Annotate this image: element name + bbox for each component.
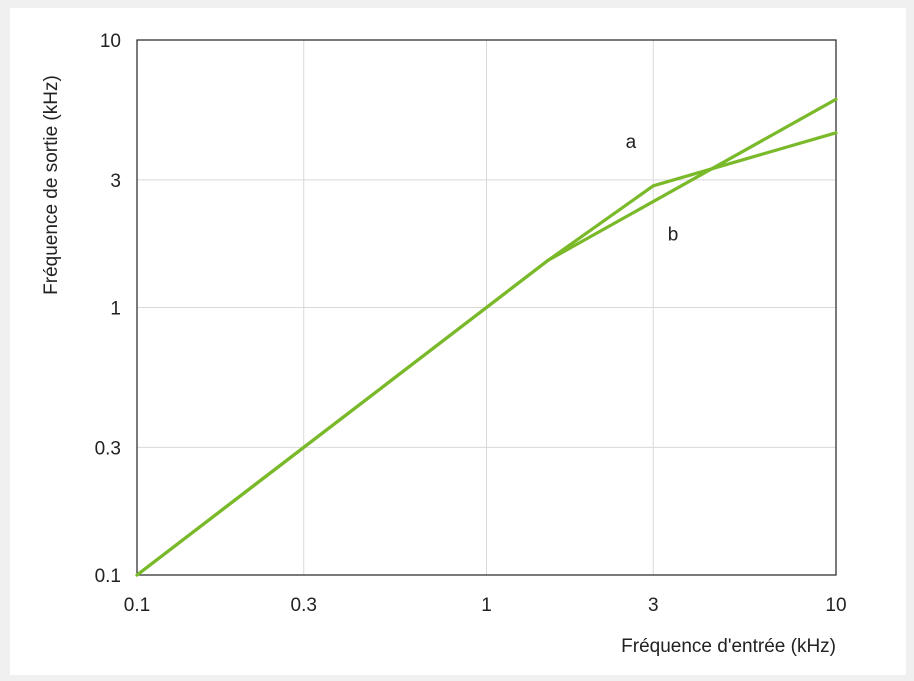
annotation-a: a (626, 132, 637, 153)
y-tick-label: 0.1 (95, 566, 121, 587)
plot-area (136, 39, 837, 576)
annotations: ab (626, 132, 679, 246)
y-axis-ticks: 0.1 0.3 1 3 10 (95, 31, 121, 587)
annotation-b: b (668, 225, 679, 246)
x-tick-label: 10 (825, 595, 846, 616)
y-axis-label: Fréquence de sortie (kHz) (41, 75, 62, 295)
x-tick-label: 0.3 (291, 595, 317, 616)
y-tick-label: 10 (100, 31, 121, 52)
series-line-b (135, 97, 838, 577)
x-axis-ticks: 0.1 0.3 1 3 10 (124, 595, 847, 616)
x-axis-label: Fréquence d'entrée (kHz) (621, 636, 836, 657)
y-tick-label: 3 (110, 171, 121, 192)
y-tick-label: 0.3 (95, 438, 121, 459)
y-tick-label: 1 (110, 299, 121, 320)
series-lines (135, 97, 838, 577)
chart-frame (10, 8, 906, 675)
x-tick-label: 3 (648, 595, 659, 616)
x-tick-label: 0.1 (124, 595, 150, 616)
x-tick-label: 1 (481, 595, 492, 616)
